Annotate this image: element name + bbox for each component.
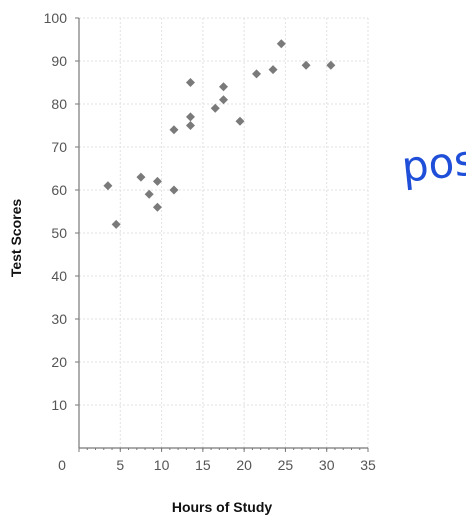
data-point xyxy=(219,82,228,92)
y-tick-label: 30 xyxy=(51,311,67,327)
data-point xyxy=(152,202,162,212)
x-tick-label: 0 xyxy=(58,457,66,473)
data-point xyxy=(219,95,228,105)
data-point xyxy=(252,69,262,79)
y-tick-label: 90 xyxy=(51,53,67,69)
data-point xyxy=(103,181,113,191)
y-tick-labels: 10 20 30 40 50 60 70 80 90 100 xyxy=(44,10,68,413)
x-tick-label: 5 xyxy=(116,457,124,473)
y-tick-label: 10 xyxy=(51,397,67,413)
x-tick-label: 30 xyxy=(319,457,335,473)
y-axis-title: Test Scores xyxy=(8,199,24,278)
data-point xyxy=(210,103,220,113)
data-point xyxy=(169,185,179,195)
data-point xyxy=(185,121,195,130)
y-tick-label: 40 xyxy=(51,268,67,284)
data-point xyxy=(169,125,179,135)
data-point xyxy=(152,176,162,186)
tick-marks xyxy=(75,17,369,452)
x-tick-label: 35 xyxy=(360,457,376,473)
handwritten-annotation: pos xyxy=(399,135,466,191)
y-tick-label: 50 xyxy=(51,225,67,241)
data-point xyxy=(276,39,286,49)
x-tick-labels: 0 5 10 15 20 25 30 35 xyxy=(58,457,376,473)
data-point xyxy=(111,219,121,229)
y-tick-label: 100 xyxy=(44,10,68,26)
data-points xyxy=(103,39,336,229)
x-tick-label: 20 xyxy=(236,457,252,473)
data-point xyxy=(185,112,195,122)
x-tick-label: 25 xyxy=(278,457,294,473)
y-tick-label: 20 xyxy=(51,354,67,370)
data-point xyxy=(144,189,154,199)
x-axis-title: Hours of Study xyxy=(172,499,273,515)
gridlines xyxy=(79,17,369,448)
y-tick-label: 80 xyxy=(51,96,67,112)
data-point xyxy=(301,60,311,70)
data-point xyxy=(136,172,146,182)
data-point xyxy=(326,60,336,70)
x-tick-label: 15 xyxy=(195,457,211,473)
data-point xyxy=(185,78,195,87)
y-tick-label: 70 xyxy=(51,139,67,155)
y-tick-label: 60 xyxy=(51,182,67,198)
x-tick-label: 10 xyxy=(154,457,170,473)
data-point xyxy=(268,65,278,75)
data-point xyxy=(235,116,245,126)
